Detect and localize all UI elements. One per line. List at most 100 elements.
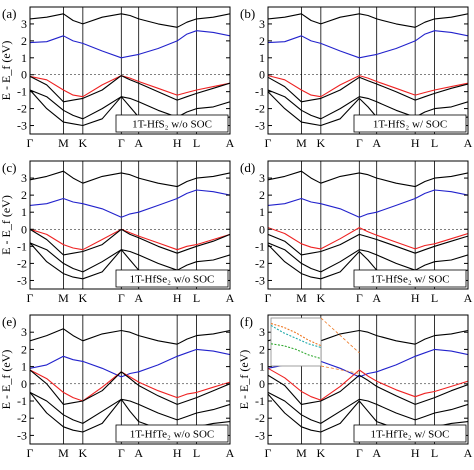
legend-label: 1T-HfTe₂ w/o SOC bbox=[130, 429, 215, 441]
legend-label: 1T-HfS₂ w/o SOC bbox=[132, 119, 212, 131]
band-line bbox=[30, 369, 230, 405]
y-tick-label: 0 bbox=[21, 68, 27, 82]
y-tick-label: 1 bbox=[21, 205, 27, 219]
band-line bbox=[30, 228, 230, 256]
kpoint-label: A bbox=[134, 446, 143, 460]
kpoint-label: H bbox=[411, 291, 420, 305]
y-axis-label: E - E_f (eV) bbox=[0, 350, 13, 410]
y-tick-label: -2 bbox=[255, 411, 265, 425]
y-tick-label: 3 bbox=[21, 17, 27, 31]
inset-band-line bbox=[270, 322, 322, 347]
y-axis-label: E - E_f (eV) bbox=[0, 41, 13, 101]
band-line bbox=[30, 13, 230, 28]
y-tick-label: 1 bbox=[21, 51, 27, 65]
kpoint-label: H bbox=[173, 446, 182, 460]
band-line bbox=[268, 189, 468, 218]
legend-box bbox=[115, 269, 229, 288]
panel-letter: (e) bbox=[2, 314, 16, 329]
y-tick-label: 0 bbox=[21, 222, 27, 236]
kpoint-label: H bbox=[173, 291, 182, 305]
y-axis-label: E - E_f (eV) bbox=[0, 195, 13, 255]
y-tick-label: 2 bbox=[259, 34, 265, 48]
panel-letter: (a) bbox=[2, 6, 16, 21]
kpoint-label: Γ bbox=[265, 136, 272, 150]
legend-box bbox=[353, 269, 467, 288]
y-tick-label: -3 bbox=[17, 273, 27, 287]
band-line bbox=[268, 233, 468, 256]
band-line bbox=[268, 89, 468, 120]
kpoint-label: K bbox=[79, 291, 88, 305]
y-tick-label: -3 bbox=[255, 119, 265, 133]
kpoint-label: M bbox=[296, 446, 307, 460]
kpoint-label: Γ bbox=[356, 446, 363, 460]
kpoint-label: A bbox=[372, 446, 381, 460]
y-tick-label: -2 bbox=[255, 256, 265, 270]
band-line bbox=[268, 242, 468, 273]
y-tick-label: 1 bbox=[259, 205, 265, 219]
kpoint-label: K bbox=[317, 291, 326, 305]
kpoint-label: Γ bbox=[118, 446, 125, 460]
kpoint-label: L bbox=[193, 446, 200, 460]
band-line bbox=[30, 242, 230, 273]
y-tick-label: -3 bbox=[255, 428, 265, 442]
band-line bbox=[30, 30, 230, 59]
y-tick-label: 3 bbox=[259, 17, 265, 31]
legend-label: 1T-HfSe₂ w/o SOC bbox=[130, 274, 215, 286]
kpoint-label: K bbox=[317, 446, 326, 460]
panel-letter: (b) bbox=[240, 6, 255, 21]
band-line bbox=[30, 348, 230, 378]
band-line bbox=[30, 75, 230, 103]
kpoint-label: A bbox=[226, 291, 235, 305]
kpoint-label: Γ bbox=[356, 136, 363, 150]
y-tick-label: 0 bbox=[259, 222, 265, 236]
kpoint-label: L bbox=[431, 136, 438, 150]
kpoint-label: A bbox=[464, 291, 473, 305]
band-line bbox=[30, 75, 230, 98]
band-line bbox=[30, 228, 230, 251]
y-tick-label: -1 bbox=[17, 85, 27, 99]
band-line bbox=[30, 189, 230, 218]
band-line bbox=[268, 227, 468, 250]
band-line bbox=[268, 170, 468, 188]
plot-frame bbox=[29, 314, 231, 445]
y-tick-label: -1 bbox=[255, 239, 265, 253]
plot-frame bbox=[29, 160, 231, 290]
y-tick-label: 0 bbox=[21, 377, 27, 391]
y-tick-label: 1 bbox=[259, 51, 265, 65]
panel-letter: (c) bbox=[2, 160, 16, 175]
y-tick-label: -3 bbox=[17, 119, 27, 133]
legend-label: 1T-HfTe₂ w/ SOC bbox=[370, 429, 449, 441]
band-line bbox=[268, 13, 468, 28]
y-tick-label: 2 bbox=[21, 34, 27, 48]
plot-frame bbox=[29, 6, 231, 135]
y-tick-label: -2 bbox=[255, 102, 265, 116]
legend-box bbox=[115, 424, 229, 443]
legend-box bbox=[353, 114, 467, 133]
kpoint-label: A bbox=[226, 136, 235, 150]
y-tick-label: 0 bbox=[259, 377, 265, 391]
y-axis-label: E - E_f (eV) bbox=[237, 350, 251, 410]
plot-frame bbox=[267, 314, 469, 445]
kpoint-label: H bbox=[411, 136, 420, 150]
y-tick-label: -3 bbox=[255, 273, 265, 287]
kpoint-label: Γ bbox=[118, 291, 125, 305]
inset-connector bbox=[320, 317, 360, 354]
kpoint-label: H bbox=[411, 446, 420, 460]
kpoint-label: L bbox=[193, 291, 200, 305]
y-tick-label: -1 bbox=[17, 394, 27, 408]
inset-connector bbox=[320, 365, 360, 374]
kpoint-label: A bbox=[226, 446, 235, 460]
band-line bbox=[268, 367, 468, 401]
kpoint-label: Γ bbox=[265, 446, 272, 460]
legend-box bbox=[115, 114, 229, 133]
y-tick-label: 2 bbox=[259, 342, 265, 356]
kpoint-label: A bbox=[372, 136, 381, 150]
y-tick-label: 3 bbox=[259, 325, 265, 339]
kpoint-label: K bbox=[317, 136, 326, 150]
kpoint-label: Γ bbox=[118, 136, 125, 150]
kpoint-label: Γ bbox=[27, 291, 34, 305]
kpoint-label: Γ bbox=[27, 136, 34, 150]
band-line bbox=[30, 328, 230, 345]
